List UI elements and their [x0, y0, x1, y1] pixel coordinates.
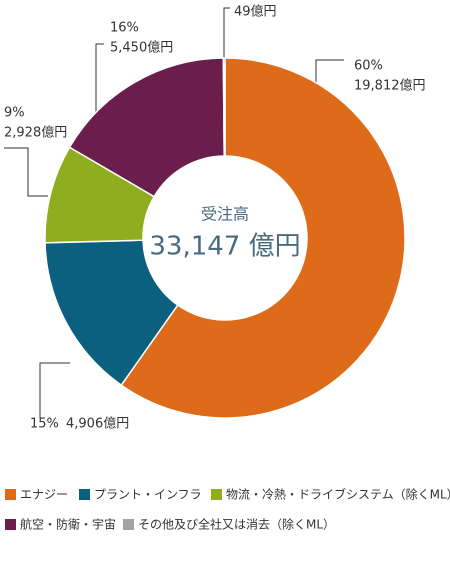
legend-swatch	[5, 519, 16, 530]
legend-swatch	[79, 489, 90, 500]
legend-swatch	[123, 519, 134, 530]
value-label: 4,906億円	[66, 416, 129, 432]
legend-label: その他及び全社又は消去（除くML）	[138, 517, 335, 532]
legend-label: 航空・防衛・宇宙	[20, 517, 116, 532]
legend-swatch	[211, 489, 222, 500]
leader-lines	[4, 7, 344, 418]
legend-label: プラント・インフラ	[94, 488, 202, 502]
center-total: 33,147 億円	[149, 232, 300, 262]
slice	[68, 57, 225, 198]
value-label: 49億円	[234, 4, 277, 20]
value-label: 19,812億円	[354, 78, 426, 94]
percent-label: 60%	[354, 59, 383, 74]
percent-label: 15%	[30, 417, 59, 432]
legend-swatch	[5, 489, 16, 500]
legend-label: エナジー	[20, 488, 68, 502]
legend-label: 物流・冷熱・ドライブシステム（除くML）	[226, 487, 450, 502]
slice	[120, 57, 406, 419]
percent-label: 9%	[4, 106, 25, 121]
value-label: 5,450億円	[110, 40, 173, 56]
percent-label: 16%	[110, 21, 139, 36]
slice	[222, 57, 226, 157]
value-label: 2,928億円	[4, 125, 67, 141]
center-label: 受注高	[201, 205, 249, 224]
